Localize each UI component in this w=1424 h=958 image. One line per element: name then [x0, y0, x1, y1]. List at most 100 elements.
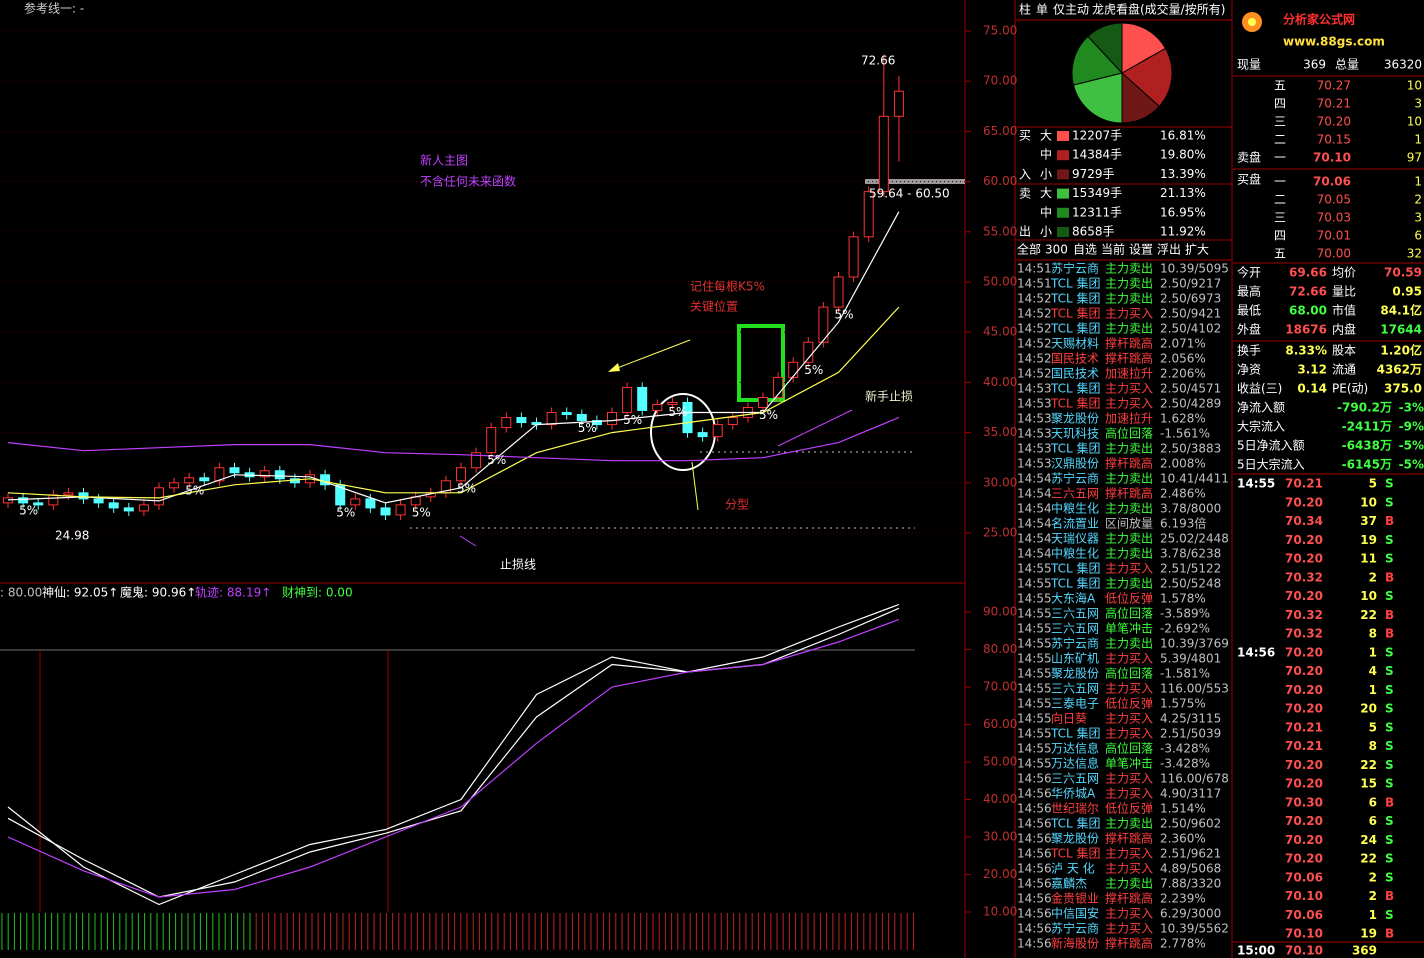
- tick-side: S: [1385, 477, 1394, 491]
- alert-time: 14:52: [1017, 292, 1052, 306]
- flow-pct: 21.13%: [1160, 186, 1206, 200]
- k5-label: 5%: [668, 405, 687, 419]
- alert-time: 14:56: [1017, 877, 1052, 891]
- alert-name: TCL 集团: [1050, 561, 1101, 576]
- book-volume: 3: [1414, 211, 1422, 225]
- candle-body: [591, 420, 602, 426]
- alert-value: 2.071%: [1160, 337, 1206, 351]
- k5-label: 5%: [457, 481, 476, 495]
- toolbar-button[interactable]: 设置: [1129, 243, 1153, 257]
- alert-value: -3.428%: [1160, 742, 1210, 756]
- alert-type: 主力买入: [1105, 712, 1153, 726]
- candle-body: [471, 452, 482, 469]
- alert-name: 三六五网: [1051, 772, 1099, 786]
- alert-type: 主力买入: [1105, 397, 1153, 411]
- alert-time: 14:53: [1017, 382, 1052, 396]
- stat-label: 最高: [1237, 284, 1261, 299]
- book-price: 70.06: [1313, 175, 1351, 189]
- alert-value: 2.206%: [1160, 367, 1206, 381]
- alert-type: 主力买入: [1105, 772, 1153, 786]
- flow-label: 净流入额: [1237, 401, 1285, 415]
- alert-name: 国民技术: [1051, 352, 1099, 366]
- book-volume: 1: [1414, 133, 1422, 147]
- flow-volume: 15349手: [1072, 186, 1122, 200]
- y-tick-label: 70.00: [983, 680, 1017, 694]
- candle-body: [259, 470, 270, 478]
- legend-item: : 80.00: [0, 586, 42, 600]
- candle-body: [154, 487, 164, 506]
- book-level: 五: [1274, 79, 1286, 93]
- toolbar-button[interactable]: 300: [1045, 243, 1068, 257]
- toolbar-button[interactable]: 扩大: [1185, 243, 1209, 257]
- tab[interactable]: 仅主动: [1053, 3, 1089, 17]
- flow-value: -2411万: [1342, 420, 1392, 434]
- alert-name: 万达信息: [1051, 741, 1099, 756]
- tick-volume: 37: [1360, 514, 1377, 528]
- tick-volume: 22: [1360, 608, 1377, 622]
- flow-pct: -3%: [1399, 401, 1424, 415]
- alert-type: 主力卖出: [1105, 877, 1153, 891]
- tick-price: 70.10: [1285, 889, 1323, 903]
- stat-label: PE(动): [1332, 382, 1368, 396]
- book-price: 70.03: [1317, 211, 1351, 225]
- tick-volume: 10: [1360, 495, 1377, 509]
- alert-name: TCL 集团: [1050, 291, 1101, 306]
- alert-time: 14:55: [1017, 637, 1052, 651]
- alert-type: 主力买入: [1105, 787, 1153, 801]
- stat-value: 3.12: [1297, 363, 1327, 377]
- alert-value: 2.51/9621: [1160, 847, 1221, 861]
- toolbar-button[interactable]: 浮出: [1157, 243, 1181, 257]
- tick-price: 70.21: [1285, 477, 1323, 491]
- alert-time: 14:53: [1017, 427, 1052, 441]
- flow-swatch: [1057, 169, 1069, 180]
- alert-time: 14:55: [1017, 757, 1052, 771]
- legend-item: 轨迹: 88.19↑: [195, 586, 271, 600]
- book-level: 五: [1274, 247, 1286, 261]
- toolbar-button[interactable]: 自选: [1073, 243, 1097, 257]
- stat-label: 股本: [1332, 344, 1356, 358]
- alert-type: 撑杆跳高: [1105, 936, 1153, 951]
- alert-name: 苏宁云商: [1051, 636, 1099, 651]
- candle-body: [546, 412, 557, 426]
- flow-pct: 16.95%: [1160, 205, 1206, 219]
- candle-body: [622, 386, 633, 414]
- alert-name: 天赐材料: [1051, 337, 1099, 351]
- candle-body: [138, 504, 149, 512]
- alert-value: -2.692%: [1160, 622, 1210, 636]
- alert-value: 6.29/3000: [1160, 907, 1221, 921]
- high-label: 72.66: [861, 54, 895, 68]
- candle-body: [3, 497, 13, 504]
- alert-type: 主力卖出: [1105, 472, 1153, 486]
- tick-price: 70.20: [1285, 833, 1323, 847]
- alert-name: 嘉麟杰: [1051, 876, 1087, 891]
- toolbar-button[interactable]: 全部: [1017, 242, 1041, 257]
- alert-type: 主力买入: [1105, 562, 1153, 576]
- stat-value: 0.95: [1392, 285, 1422, 299]
- tick-volume: 11: [1360, 552, 1377, 566]
- candle-body: [652, 403, 663, 412]
- y-tick-label: 45.00: [983, 325, 1017, 339]
- indicator-line: [7, 618, 900, 898]
- alert-name: 向日葵: [1051, 711, 1087, 726]
- flow-volume: 8658手: [1072, 225, 1115, 239]
- tab[interactable]: 单: [1036, 3, 1048, 17]
- alert-name: 聚龙股份: [1051, 832, 1099, 846]
- flow-label: 5日净流入额: [1237, 439, 1305, 453]
- alert-value: 2.056%: [1160, 352, 1206, 366]
- alert-type: 主力买入: [1105, 682, 1153, 696]
- stat-value: 69.66: [1289, 266, 1327, 280]
- arrow: [691, 461, 699, 511]
- tab[interactable]: 龙虎看盘(成交量/按所有): [1092, 2, 1225, 17]
- book-volume: 97: [1407, 151, 1422, 165]
- tab[interactable]: 柱: [1019, 2, 1031, 17]
- book-volume: 10: [1407, 79, 1422, 93]
- alert-time: 14:53: [1017, 442, 1052, 456]
- toolbar-button[interactable]: 当前: [1101, 242, 1125, 257]
- tick-volume: 1: [1369, 908, 1377, 922]
- k5-label: 5%: [835, 308, 854, 322]
- alert-time: 14:56: [1017, 907, 1052, 921]
- alert-type: 主力卖出: [1105, 577, 1153, 591]
- alert-time: 14:56: [1017, 922, 1052, 936]
- candle-body: [516, 417, 527, 424]
- alert-value: 2.50/9421: [1160, 307, 1221, 321]
